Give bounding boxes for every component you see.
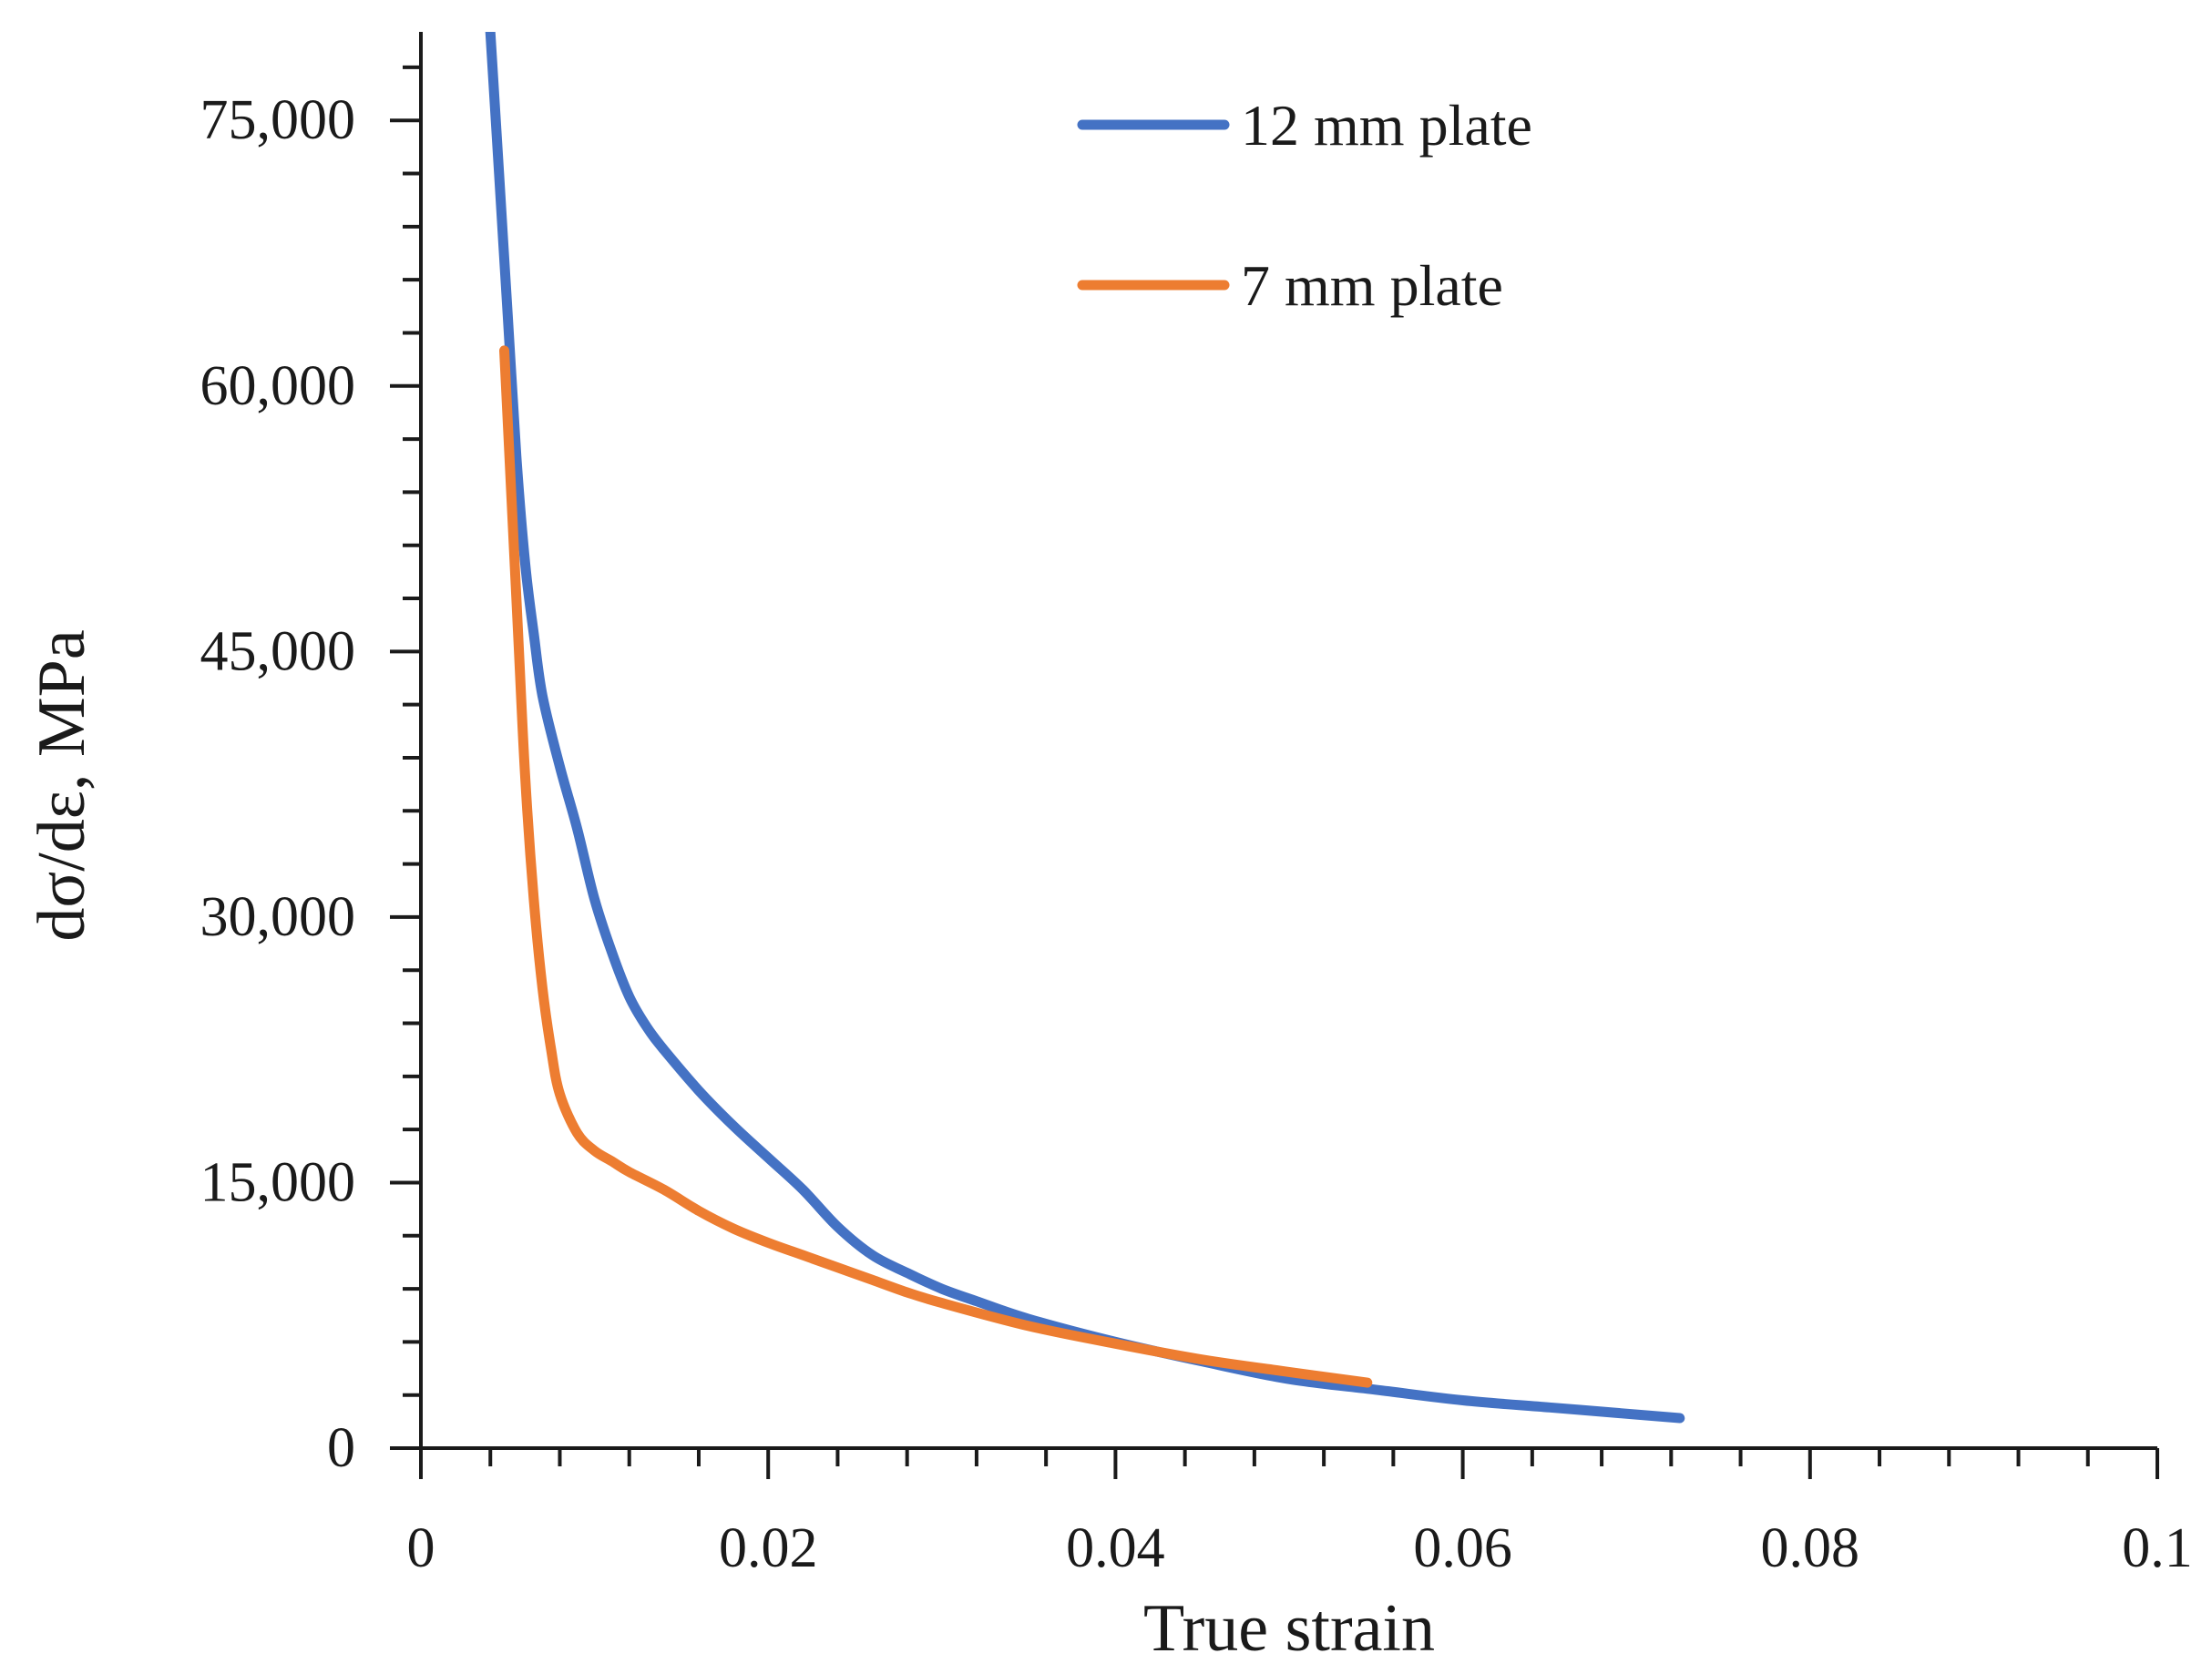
y-tick-label: 75,000 <box>200 89 356 151</box>
y-tick-label: 60,000 <box>200 355 356 417</box>
legend-label-7mm: 7 mm plate <box>1241 253 1503 318</box>
x-tick-label: 0.02 <box>719 1517 818 1579</box>
series-group <box>485 32 1685 1424</box>
y-tick-label: 15,000 <box>200 1151 356 1213</box>
y-tick-label: 0 <box>327 1417 355 1479</box>
y-axis-title: dσ/dε, MPa <box>25 629 99 941</box>
major-ticks <box>390 118 2159 1479</box>
x-axis-title: True strain <box>1143 1591 1435 1666</box>
y-tick-label: 30,000 <box>200 886 356 948</box>
x-tick-labels: 0 0.02 0.04 0.06 0.08 0.1 <box>407 1517 2193 1579</box>
y-tick-labels: 0 15,000 30,000 45,000 60,000 75,000 <box>200 89 356 1479</box>
y-tick-label: 45,000 <box>200 620 356 682</box>
x-tick-label: 0.1 <box>2122 1517 2193 1579</box>
x-tick-label: 0.08 <box>1761 1517 1860 1579</box>
y-minor-ticks <box>403 65 421 1397</box>
legend-label-12mm: 12 mm plate <box>1241 93 1532 158</box>
x-tick-label: 0 <box>407 1517 435 1579</box>
x-tick-label: 0.04 <box>1066 1517 1165 1579</box>
series-line-12mm <box>485 32 1685 1424</box>
x-minor-ticks <box>488 1448 2090 1466</box>
x-tick-label: 0.06 <box>1413 1517 1512 1579</box>
series-line-7mm <box>499 345 1373 1388</box>
legend: 12 mm plate 7 mm plate <box>1077 93 1532 318</box>
